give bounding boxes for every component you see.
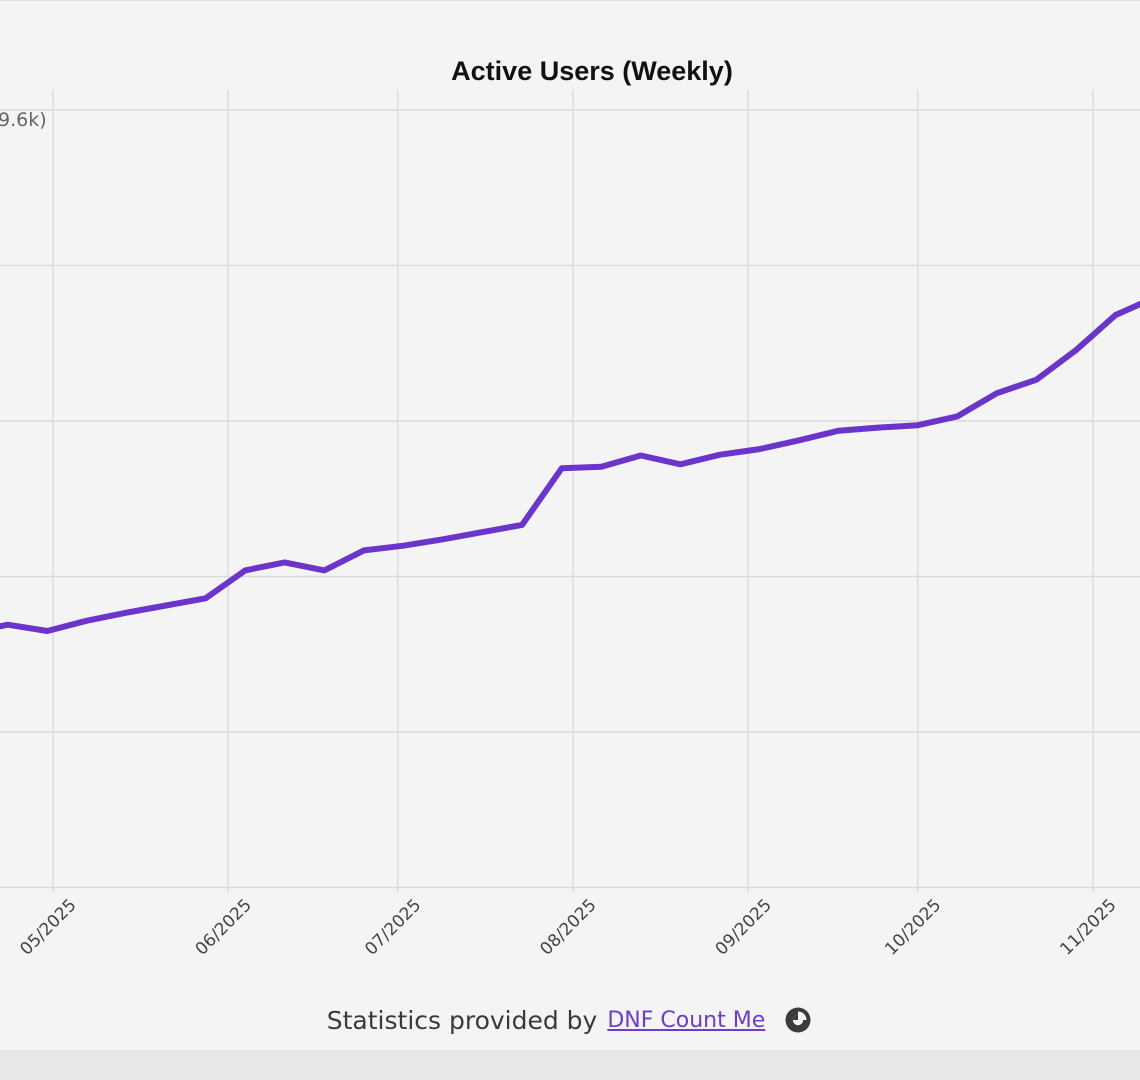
x-tick-labels: 05/2025 06/2025 07/2025 08/2025 09/2025 10/20… [16,895,1120,959]
x-tick-label: 11/2025 [1056,895,1120,959]
active-users-chart: Active Users (Weekly) 9.6k) 05/2025 06/20… [0,56,1140,959]
chart-title: Active Users (Weekly) [451,56,733,86]
bottom-bar [0,1050,1140,1080]
x-tick-label: 08/2025 [536,895,600,959]
x-tick-label: 09/2025 [712,895,776,959]
y-gridlines [0,109,1140,889]
footer-prefix: Statistics provided by [326,1005,598,1035]
y-axis-top-label: 9.6k) [0,109,47,131]
x-tick-label: 07/2025 [361,895,425,959]
x-tick-label: 05/2025 [16,895,80,959]
x-tick-label: 10/2025 [881,895,945,959]
x-tick-label: 06/2025 [192,895,256,959]
pie-chart-icon[interactable] [783,1005,813,1035]
pie-chart-icon-graphic [785,1007,811,1033]
footer: Statistics provided by DNF Count Me [0,990,1140,1050]
active-users-series-line [0,300,1140,634]
series-layer [0,300,1140,634]
x-gridlines [52,90,1094,892]
top-divider [0,0,1140,1]
dnf-count-me-link[interactable]: DNF Count Me [607,1007,766,1033]
